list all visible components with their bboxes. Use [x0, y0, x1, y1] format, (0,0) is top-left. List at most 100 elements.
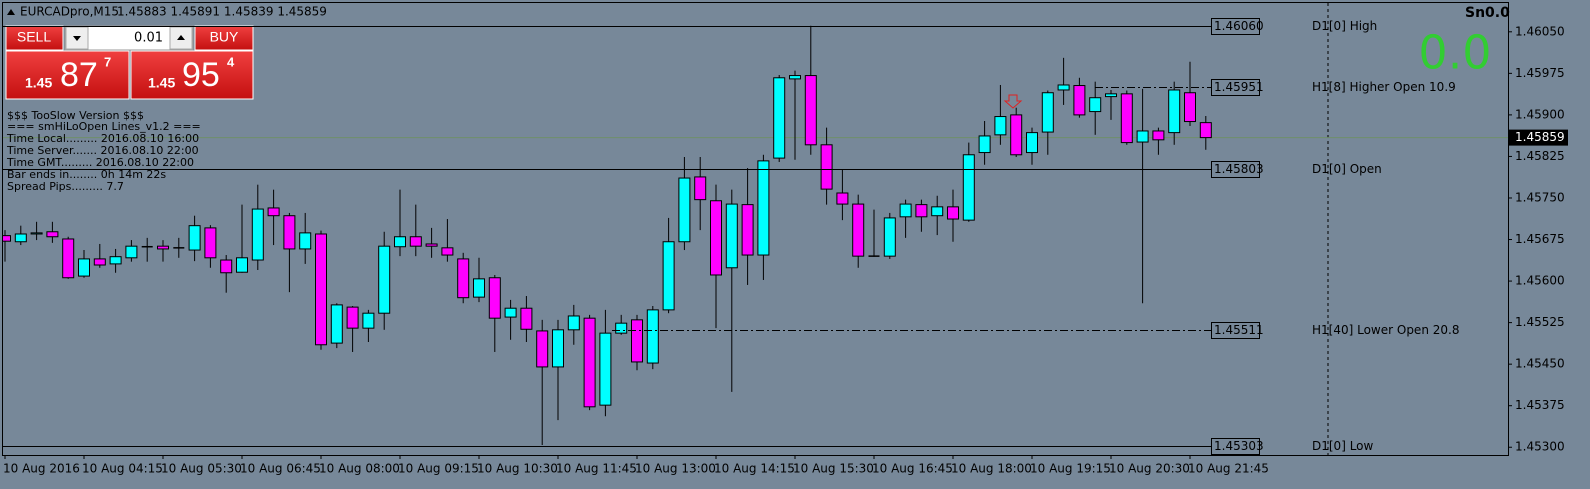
candle-body: [1105, 93, 1117, 98]
sell-price-box[interactable]: [5, 50, 130, 100]
candle-body: [1057, 84, 1070, 91]
candle-body: [741, 204, 754, 256]
level-price: 1.46060: [1214, 19, 1264, 33]
candle-body: [1136, 130, 1149, 143]
buy-button[interactable]: [194, 25, 254, 51]
candle-body: [267, 207, 280, 217]
info-line: Spread Pips......... 7.7: [7, 180, 124, 193]
level-price: 1.45803: [1214, 162, 1264, 176]
current-price-label: 1.45859: [1515, 130, 1565, 144]
trade-panel: SELL 0.01 BUY 1.45 87 7 1.45 95 4: [5, 25, 254, 100]
info-line: $$$ TooSlow Version $$$: [7, 109, 144, 122]
candle-body: [1073, 85, 1086, 116]
candle-body: [757, 160, 770, 256]
candle-body: [536, 330, 549, 368]
candle-body: [931, 206, 944, 217]
level-text: H1[8] Higher Open 10.9: [1312, 80, 1456, 94]
down-icon: [73, 36, 81, 41]
current-price-box: [1508, 129, 1568, 146]
buy-price-box[interactable]: [130, 50, 254, 100]
sell-button[interactable]: [5, 25, 64, 51]
candle-body: [789, 75, 801, 80]
symbol: EURCADpro,M15: [20, 5, 119, 19]
candle-body: [62, 238, 75, 279]
candle-body: [46, 231, 59, 238]
candle-body: [204, 227, 217, 259]
candle-body: [78, 258, 90, 277]
candle-body: [473, 278, 485, 298]
candle-body: [157, 245, 169, 250]
candle-body: [220, 259, 233, 274]
candle-body: [836, 192, 849, 205]
candle-body: [599, 332, 612, 406]
candle-body: [725, 203, 738, 269]
level-box: [1211, 79, 1260, 96]
up-icon: [177, 35, 185, 40]
x-tick-label: 10 Aug 09:15: [398, 462, 479, 476]
collapse-icon[interactable]: [7, 9, 15, 15]
x-tick-label: 10 Aug 06:45: [240, 462, 321, 476]
x-tick-label: 10 Aug 11:45: [556, 462, 637, 476]
x-tick-label: 10 Aug 15:30: [793, 462, 874, 476]
candle-body: [488, 277, 501, 319]
candle-body: [631, 319, 643, 363]
axes: 1.46050 1.45975 1.45900 1.45825 1.45750 1.456…: [3, 24, 1568, 476]
candle-body: [852, 203, 865, 257]
candle-body: [125, 245, 138, 259]
x-tick-label: 10 Aug 19:15: [1030, 462, 1111, 476]
x-tick-label: 10 Aug 14:15: [714, 462, 795, 476]
info-block: $$$ TooSlow Version $$$ === smHiLoOpen L…: [6, 109, 201, 193]
candle-body: [615, 322, 628, 334]
candle-body: [409, 236, 422, 247]
signal-arrow: [1003, 94, 1023, 109]
candle-body: [457, 258, 470, 299]
y-tick-label: 1.45675: [1515, 232, 1565, 246]
candle-body: [662, 241, 675, 311]
candle-body: [504, 307, 517, 318]
buy-price-big: 1.45: [148, 75, 175, 91]
sell-price-pips: 87: [60, 56, 98, 94]
candle-body: [646, 309, 659, 364]
candle-body: [1041, 92, 1054, 133]
x-tick-label: 10 Aug 21:45: [1188, 462, 1269, 476]
candle-body: [678, 177, 691, 243]
candle-body: [1168, 89, 1181, 134]
y-tick-label: 1.45375: [1515, 398, 1565, 412]
info-line: Time GMT......... 2016.08.10 22:00: [6, 156, 194, 169]
candle-body: [710, 200, 722, 276]
info-line: Time Local......... 2016.08.10 16:00: [6, 132, 199, 145]
x-tick-label: 10 Aug 16:45: [872, 462, 953, 476]
level-text: D1[0] High: [1312, 19, 1377, 33]
x-tick-label: 10 Aug 18:00: [951, 462, 1032, 476]
candle-body: [1152, 130, 1165, 141]
candle-body: [330, 304, 343, 344]
candle-body: [994, 116, 1007, 136]
info-line: Time Server....... 2016.08.10 22:00: [6, 144, 199, 157]
candle-body: [1184, 92, 1196, 123]
y-tick-label: 1.45975: [1515, 66, 1565, 80]
candle-body: [947, 206, 959, 220]
candle-body: [899, 203, 912, 218]
candle-body: [394, 236, 406, 248]
level-box: [1211, 438, 1260, 455]
buy-price-point: 4: [227, 54, 235, 69]
candle-body: [283, 215, 296, 250]
candle-body: [441, 247, 454, 256]
level-box: [1211, 161, 1260, 178]
x-tick-label: 10 Aug 05:30: [161, 462, 242, 476]
x-tick-label: 10 Aug 13:00: [635, 462, 716, 476]
buy-price-pips: 95: [182, 56, 220, 94]
lot-value: 0.01: [134, 31, 163, 46]
candle-body: [1089, 97, 1102, 113]
candle-body: [3, 235, 11, 242]
corner-label: Sn0.0: [1465, 5, 1510, 21]
info-line: === smHiLoOpen Lines_v1.2 ===: [7, 120, 201, 133]
candle-body: [378, 245, 391, 314]
candle-body: [820, 144, 833, 190]
candle-body: [883, 217, 896, 257]
candle-body: [1120, 93, 1133, 144]
candle-body: [30, 232, 43, 235]
candle-body: [188, 225, 201, 251]
